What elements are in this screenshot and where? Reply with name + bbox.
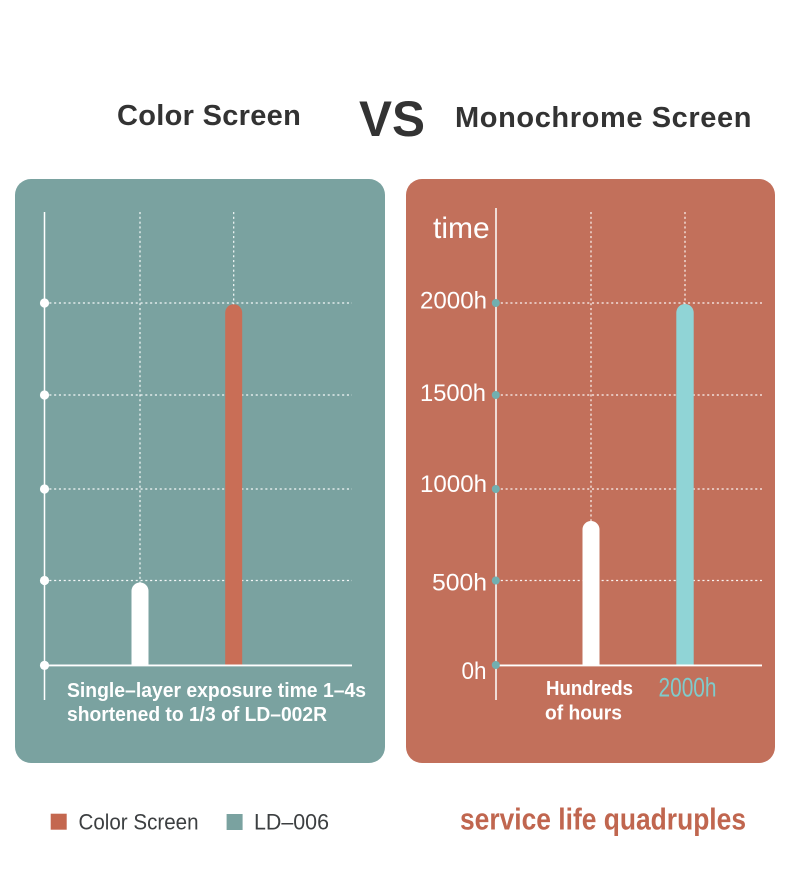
svg-text:2000h: 2000h xyxy=(420,287,487,314)
svg-text:shortened to 1/3 of LD–002R: shortened to 1/3 of LD–002R xyxy=(67,704,328,726)
svg-text:0h: 0h xyxy=(462,658,487,685)
svg-text:1000h: 1000h xyxy=(420,471,487,498)
svg-text:time: time xyxy=(433,212,490,245)
svg-text:Color Screen: Color Screen xyxy=(79,810,199,835)
svg-text:1500h: 1500h xyxy=(420,380,486,407)
svg-text:LD–006: LD–006 xyxy=(254,810,329,835)
svg-text:Color Screen: Color Screen xyxy=(117,100,301,132)
svg-text:service life quadruples: service life quadruples xyxy=(460,802,746,837)
svg-text:VS: VS xyxy=(359,91,425,147)
svg-text:Hundreds: Hundreds xyxy=(546,678,633,700)
svg-text:of hours: of hours xyxy=(545,703,622,725)
svg-text:2000h: 2000h xyxy=(659,673,717,703)
svg-text:500h: 500h xyxy=(432,570,487,597)
svg-text:Single–layer exposure time 1–4: Single–layer exposure time 1–4s xyxy=(67,680,366,702)
svg-text:Monochrome Screen: Monochrome Screen xyxy=(455,102,752,134)
